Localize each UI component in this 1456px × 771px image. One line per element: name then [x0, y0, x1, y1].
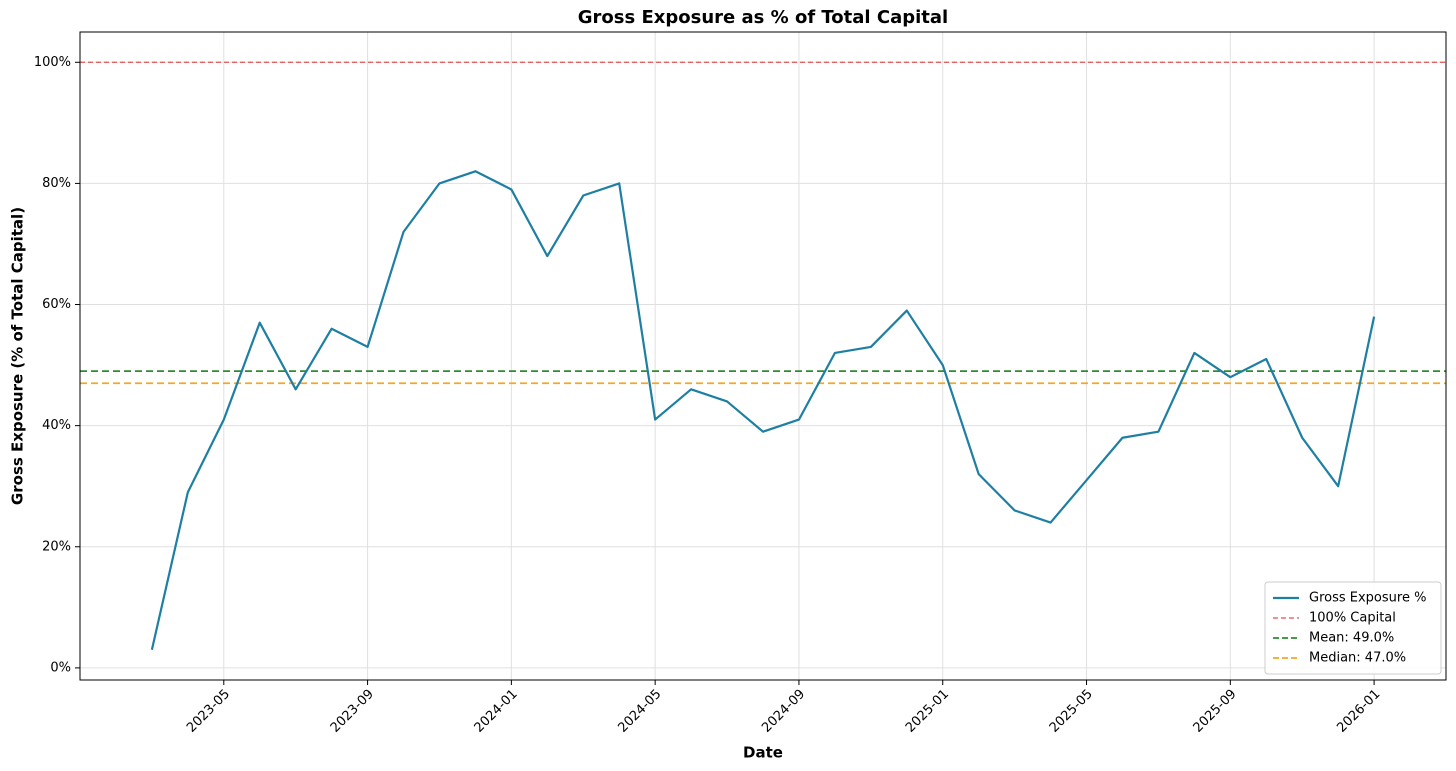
x-tick-label: 2025-09: [1191, 687, 1240, 736]
legend-box: [1264, 581, 1442, 675]
x-axis-label: Date: [743, 744, 783, 762]
y-axis-label: Gross Exposure (% of Total Capital): [9, 207, 27, 505]
x-tick-label: 2025-05: [1047, 687, 1096, 736]
legend: Gross Exposure % 100% Capital Mean: 49.0% M…: [1264, 581, 1442, 675]
legend-label: Median: 47.0%: [1309, 651, 1406, 666]
plot-frame: [79, 31, 1447, 681]
legend-label: 100% Capital: [1309, 611, 1396, 626]
y-tick-label: 0%: [50, 660, 71, 675]
y-tick-label: 20%: [42, 539, 71, 554]
legend-label: Gross Exposure %: [1309, 591, 1426, 606]
y-tick-label: 100%: [34, 55, 71, 70]
x-tick-label: 2024-05: [615, 687, 664, 736]
y-tick-label: 60%: [42, 297, 71, 312]
chart-title: Gross Exposure as % of Total Capital: [578, 7, 948, 28]
y-tick-label: 40%: [42, 418, 71, 433]
x-tick-label: 2024-01: [472, 687, 521, 736]
x-tick-label: 2024-09: [759, 687, 808, 736]
legend-label: Mean: 49.0%: [1309, 631, 1394, 646]
x-tick-label: 2023-05: [184, 687, 233, 736]
x-tick-label: 2026-01: [1334, 687, 1383, 736]
x-tick-label: 2025-01: [903, 687, 952, 736]
y-tick-label: 80%: [42, 176, 71, 191]
data-line: [150, 170, 1376, 650]
x-tick-label: 2023-09: [328, 687, 377, 736]
